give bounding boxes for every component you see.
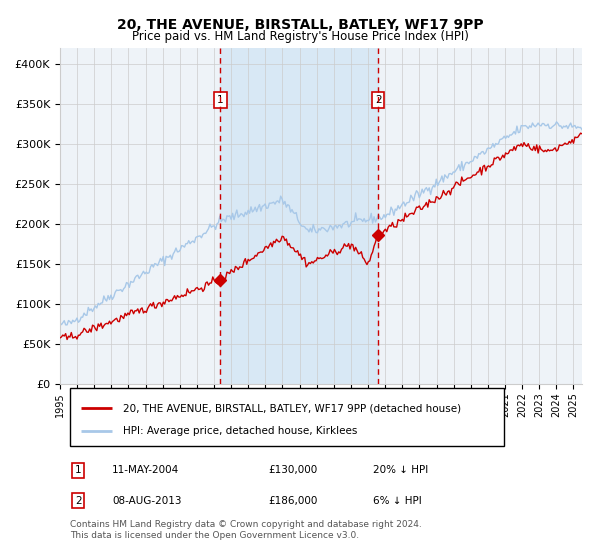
Text: 20, THE AVENUE, BIRSTALL, BATLEY, WF17 9PP: 20, THE AVENUE, BIRSTALL, BATLEY, WF17 9…	[116, 18, 484, 32]
Text: 2: 2	[75, 496, 82, 506]
Text: £130,000: £130,000	[269, 465, 318, 475]
Text: 20, THE AVENUE, BIRSTALL, BATLEY, WF17 9PP (detached house): 20, THE AVENUE, BIRSTALL, BATLEY, WF17 9…	[122, 403, 461, 413]
Text: Contains HM Land Registry data © Crown copyright and database right 2024.
This d: Contains HM Land Registry data © Crown c…	[70, 520, 422, 540]
Text: 2: 2	[375, 95, 382, 105]
FancyBboxPatch shape	[70, 388, 504, 446]
Text: HPI: Average price, detached house, Kirklees: HPI: Average price, detached house, Kirk…	[122, 426, 357, 436]
Text: £186,000: £186,000	[269, 496, 318, 506]
Bar	[220, 48, 378, 385]
Text: 1: 1	[75, 465, 82, 475]
Text: 08-AUG-2013: 08-AUG-2013	[112, 496, 182, 506]
Text: 11-MAY-2004: 11-MAY-2004	[112, 465, 179, 475]
Text: 20% ↓ HPI: 20% ↓ HPI	[373, 465, 428, 475]
Text: 1: 1	[217, 95, 224, 105]
Text: 6% ↓ HPI: 6% ↓ HPI	[373, 496, 422, 506]
Text: Price paid vs. HM Land Registry's House Price Index (HPI): Price paid vs. HM Land Registry's House …	[131, 30, 469, 43]
